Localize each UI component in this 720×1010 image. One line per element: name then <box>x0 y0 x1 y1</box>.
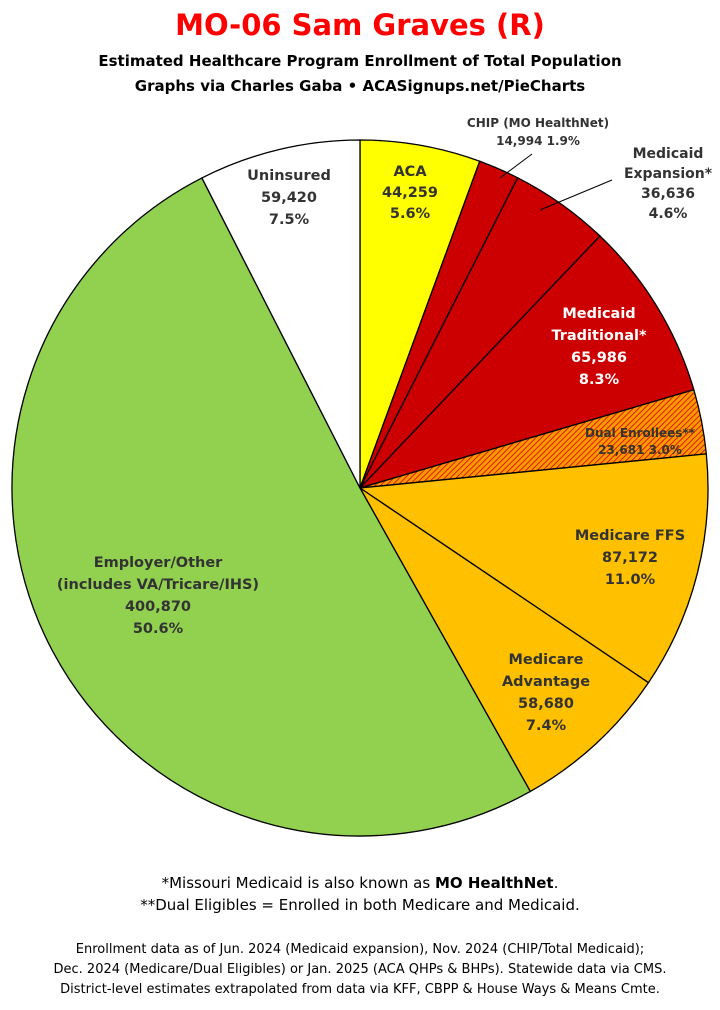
source-note-line-1: Enrollment data as of Jun. 2024 (Medicai… <box>75 942 645 957</box>
footnote-medicaid-prefix: *Missouri Medicaid is also known as <box>161 874 435 892</box>
leader-line-chip <box>499 153 533 179</box>
slice-label-employer-other: Employer/Other (includes VA/Tricare/IHS) 4… <box>57 555 259 637</box>
slice-label-chip: CHIP (MO HealthNet) 14,994 1.9% <box>467 116 609 148</box>
pie-slice-employer-other <box>11 177 532 837</box>
slice-label-medicare-advantage: Medicare Advantage 58,680 7.4% <box>502 652 590 734</box>
pie-slice-medicare-ffs <box>358 453 709 684</box>
footnote-medicaid-suffix: . <box>553 874 559 892</box>
slice-label-dual-enrollees: Dual Enrollees** 23,681 3.0% <box>585 426 696 457</box>
slice-label-medicare-ffs: Medicare FFS 87,172 11.0% <box>575 528 685 588</box>
source-note-line-2: Dec. 2024 (Medicare/Dual Eligibles) or J… <box>53 962 667 977</box>
slice-label-medicaid-expansion: Medicaid Expansion* 36,636 4.6% <box>624 146 713 222</box>
pie-slice-medicaid-traditional <box>357 235 695 490</box>
slice-label-medicaid-traditional: Medicaid Traditional* 65,986 8.3% <box>551 306 647 388</box>
chart-title: MO-06 Sam Graves (R) <box>175 8 545 42</box>
footnote-medicaid: *Missouri Medicaid is also known as MO H… <box>0 874 720 892</box>
chart-subtitle: Estimated Healthcare Program Enrollment … <box>98 52 622 70</box>
footnote-medicaid-bold: MO HealthNet <box>434 874 554 892</box>
source-note-line-3: District-level estimates extrapolated fr… <box>60 982 660 997</box>
footnote-dual-eligibles: **Dual Eligibles = Enrolled in both Medi… <box>140 896 580 914</box>
chart-credit: Graphs via Charles Gaba • ACASignups.net… <box>134 77 586 95</box>
pie-slice-medicare-advantage <box>359 487 650 793</box>
pie-slice-uninsured <box>201 139 361 489</box>
pie-chart: ACA 44,259 5.6% CHIP (MO HealthNet) 14,994 1… <box>11 116 713 837</box>
slice-label-aca: ACA 44,259 5.6% <box>382 164 438 222</box>
slice-label-uninsured: Uninsured 59,420 7.5% <box>247 168 331 228</box>
leader-line-medicaid-expansion <box>539 179 613 211</box>
